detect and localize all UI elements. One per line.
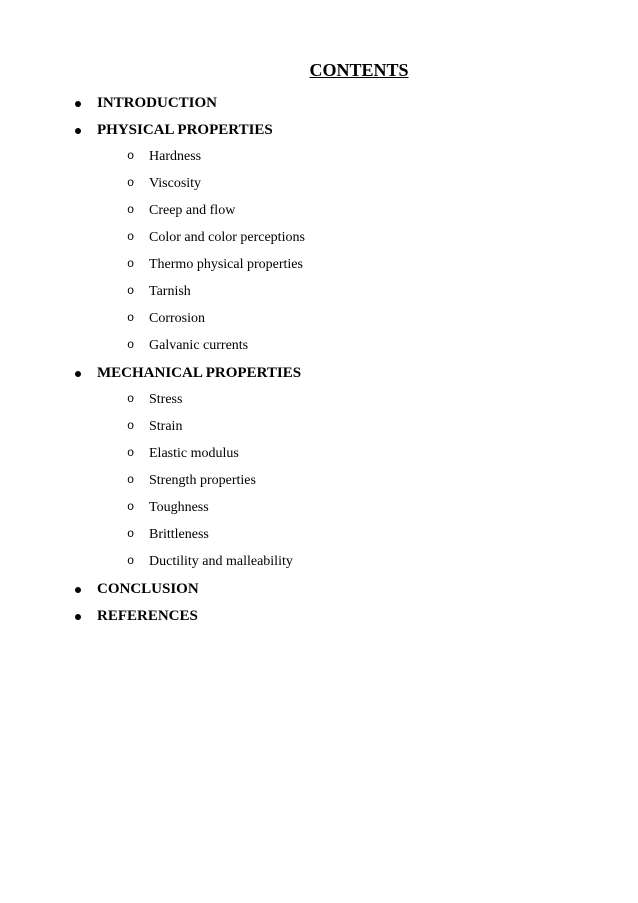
subitem: Brittleness (127, 527, 583, 543)
section-heading: PHYSICAL PROPERTIES (97, 122, 273, 138)
section-mechanical-properties: MECHANICAL PROPERTIES Stress Strain Elas… (75, 365, 583, 570)
section-heading: MECHANICAL PROPERTIES (97, 365, 301, 381)
page-title: CONTENTS (135, 60, 583, 81)
section-heading: INTRODUCTION (97, 95, 217, 111)
contents-page: CONTENTS INTRODUCTION PHYSICAL PROPERTIE… (0, 0, 638, 675)
subitem: Thermo physical properties (127, 257, 583, 273)
subitem-list: Stress Strain Elastic modulus Strength p… (97, 392, 583, 570)
section-introduction: INTRODUCTION (75, 95, 583, 112)
section-physical-properties: PHYSICAL PROPERTIES Hardness Viscosity C… (75, 122, 583, 354)
section-heading: REFERENCES (97, 608, 198, 624)
subitem: Creep and flow (127, 203, 583, 219)
subitem: Tarnish (127, 284, 583, 300)
subitem: Hardness (127, 149, 583, 165)
subitem: Color and color perceptions (127, 230, 583, 246)
subitem: Viscosity (127, 176, 583, 192)
section-conclusion: CONCLUSION (75, 581, 583, 598)
subitem: Strain (127, 419, 583, 435)
subitem-list: Hardness Viscosity Creep and flow Color … (97, 149, 583, 354)
subitem: Corrosion (127, 311, 583, 327)
section-list: INTRODUCTION PHYSICAL PROPERTIES Hardnes… (55, 95, 583, 625)
subitem: Ductility and malleability (127, 554, 583, 570)
subitem: Strength properties (127, 473, 583, 489)
subitem: Stress (127, 392, 583, 408)
section-references: REFERENCES (75, 608, 583, 625)
section-heading: CONCLUSION (97, 581, 199, 597)
subitem: Elastic modulus (127, 446, 583, 462)
subitem: Toughness (127, 500, 583, 516)
subitem: Galvanic currents (127, 338, 583, 354)
